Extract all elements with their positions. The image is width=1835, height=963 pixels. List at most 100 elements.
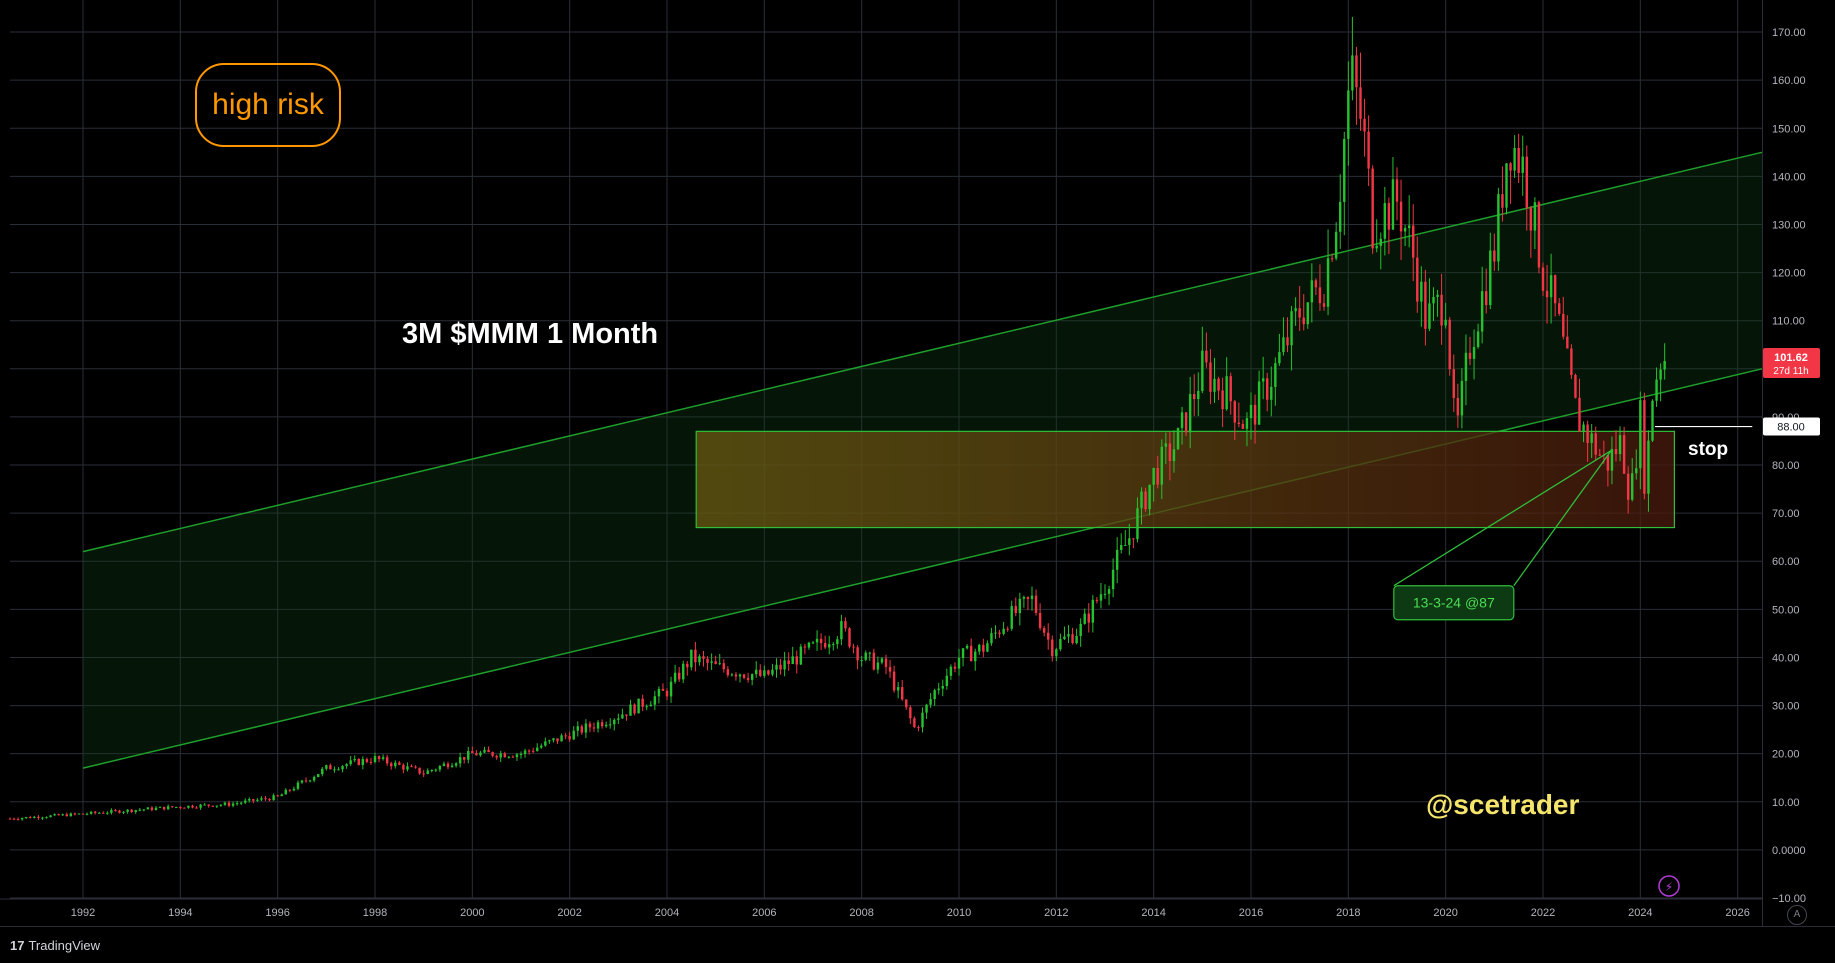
candle-body bbox=[519, 754, 523, 756]
candle-body bbox=[12, 818, 16, 820]
candle-body bbox=[365, 759, 369, 762]
candle-body bbox=[1164, 443, 1168, 447]
candle-body bbox=[1545, 290, 1549, 298]
candle-body bbox=[1590, 433, 1593, 443]
candle-body bbox=[406, 766, 409, 770]
candle-body bbox=[1042, 628, 1046, 633]
candle-body bbox=[945, 675, 949, 687]
candle-body bbox=[515, 754, 519, 758]
candle-body bbox=[102, 812, 105, 814]
candle-body bbox=[1655, 379, 1658, 401]
candle-body bbox=[1355, 55, 1358, 88]
candle-body bbox=[390, 763, 393, 767]
candle-body bbox=[1432, 296, 1435, 304]
candle-body bbox=[1079, 623, 1082, 637]
candle-body bbox=[1290, 311, 1293, 346]
y-tick-label: 130.00 bbox=[1772, 219, 1806, 231]
candle-body bbox=[1233, 401, 1236, 423]
candle-body bbox=[767, 670, 770, 675]
candle-body bbox=[507, 756, 511, 758]
candle-body bbox=[422, 773, 425, 775]
candle-body bbox=[1225, 376, 1228, 410]
candle-body bbox=[1184, 412, 1188, 433]
candle-body bbox=[442, 763, 446, 766]
candle-body bbox=[714, 661, 717, 665]
candle-body bbox=[199, 804, 202, 808]
candle-body bbox=[1363, 118, 1366, 132]
candle-body bbox=[361, 759, 365, 765]
candle-body bbox=[523, 750, 527, 755]
candle-body bbox=[1168, 443, 1172, 462]
y-tick-label: 10.00 bbox=[1772, 797, 1800, 809]
candle-body bbox=[377, 756, 381, 759]
candle-body bbox=[779, 664, 782, 670]
candle-body bbox=[1375, 245, 1378, 249]
x-tick-label: 2000 bbox=[460, 907, 484, 919]
candle-body bbox=[1574, 374, 1577, 398]
candle-body bbox=[1444, 319, 1447, 326]
candle-body bbox=[1598, 454, 1601, 456]
footer-bar: 17 TradingView bbox=[0, 926, 1835, 963]
candle-body bbox=[1529, 207, 1533, 231]
candle-body bbox=[986, 643, 989, 652]
candle-body bbox=[81, 813, 85, 815]
candle-body bbox=[840, 621, 843, 640]
candle-body bbox=[138, 809, 141, 811]
candle-body bbox=[710, 661, 713, 663]
candle-body bbox=[337, 769, 340, 771]
candle-body bbox=[1618, 435, 1622, 455]
candle-body bbox=[1501, 194, 1504, 208]
y-tick-label: 40.00 bbox=[1772, 652, 1800, 664]
candle-body bbox=[1489, 250, 1492, 306]
candle-body bbox=[953, 666, 957, 669]
candle-body bbox=[410, 766, 413, 768]
candle-body bbox=[1533, 202, 1537, 231]
auto-scale-button[interactable]: A bbox=[1787, 905, 1807, 925]
time-axis: 1992 1994 1996 1998 2000 2002 2004 2006 2008 2010… bbox=[0, 898, 1762, 919]
candle-body bbox=[645, 706, 648, 708]
candle-body bbox=[556, 738, 559, 742]
candle-body bbox=[446, 763, 450, 768]
candle-body bbox=[1306, 302, 1309, 325]
price-chart[interactable]: 13-3-24 @87 3M $MMM 1 Month high risk @scet… bbox=[0, 0, 1835, 926]
candle-body bbox=[175, 806, 178, 808]
y-tick-label: 20.00 bbox=[1772, 749, 1800, 761]
candle-body bbox=[41, 817, 44, 819]
candle-body bbox=[1087, 613, 1090, 623]
candle-body bbox=[1282, 337, 1285, 353]
candle-body bbox=[531, 750, 535, 752]
candle-body bbox=[913, 718, 916, 728]
candle-body bbox=[860, 659, 863, 661]
candle-body bbox=[1115, 549, 1119, 570]
candle-body bbox=[171, 806, 174, 808]
candle-body bbox=[641, 698, 644, 707]
candle-body bbox=[1209, 362, 1212, 392]
x-tick-label: 2018 bbox=[1336, 907, 1360, 919]
candle-body bbox=[280, 794, 283, 797]
candle-body bbox=[1051, 639, 1054, 657]
candle-body bbox=[1562, 313, 1565, 337]
candle-body bbox=[1180, 412, 1184, 429]
candle-body bbox=[621, 714, 624, 719]
candle-body bbox=[1606, 455, 1610, 471]
candle-body bbox=[162, 806, 166, 810]
candle-body bbox=[1083, 613, 1086, 624]
candle-body bbox=[1294, 308, 1297, 312]
candle-body bbox=[187, 805, 190, 808]
candle-body bbox=[1047, 632, 1050, 640]
candle-body bbox=[917, 727, 920, 729]
candle-body bbox=[949, 666, 953, 676]
candle-body bbox=[592, 727, 596, 729]
candle-body bbox=[341, 766, 344, 770]
candle-body bbox=[1452, 369, 1455, 399]
candle-body bbox=[811, 642, 815, 644]
candle-body bbox=[771, 669, 774, 675]
lightning-icon bbox=[1658, 875, 1680, 897]
candle-body bbox=[126, 809, 129, 812]
y-tick-label: 140.00 bbox=[1772, 171, 1806, 183]
tradingview-logo-text: TradingView bbox=[28, 938, 101, 953]
candle-body bbox=[864, 652, 867, 660]
x-tick-label: 2020 bbox=[1433, 907, 1457, 919]
candle-body bbox=[1395, 179, 1399, 202]
tradingview-logo[interactable]: 17 TradingView bbox=[10, 938, 100, 953]
